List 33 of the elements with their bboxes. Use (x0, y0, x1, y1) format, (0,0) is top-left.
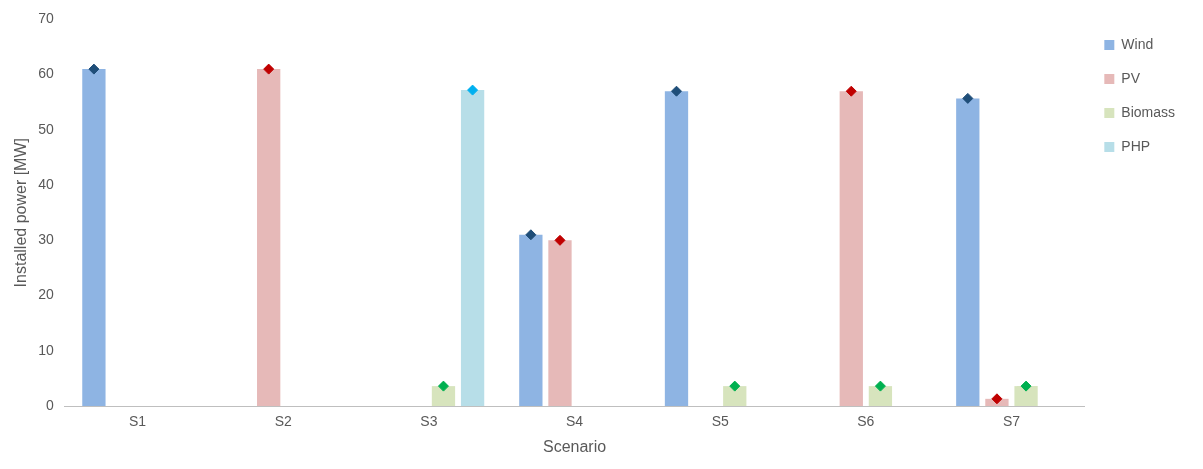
bar (257, 69, 281, 406)
y-tick-label: 40 (38, 175, 54, 192)
x-tick-label: S4 (565, 413, 584, 430)
y-tick-label: 10 (38, 341, 54, 358)
bar (664, 91, 689, 406)
legend-label: Biomass (1121, 103, 1175, 120)
y-tick-label: 0 (45, 396, 54, 413)
bar (956, 98, 980, 406)
x-tick-label: S5 (711, 413, 729, 430)
y-tick-label: 30 (38, 231, 54, 248)
bar (548, 240, 572, 406)
y-axis-title: Installed power [MW] (12, 138, 30, 288)
x-tick-label: S3 (420, 413, 438, 430)
x-tick-label: S2 (274, 413, 293, 430)
y-tick-label: 20 (38, 286, 54, 303)
bar (431, 386, 456, 406)
bar (868, 386, 893, 406)
y-tick-label: 60 (38, 65, 54, 82)
y-tick-label: 50 (38, 120, 54, 137)
legend-label: Wind (1121, 35, 1154, 52)
y-tick-label: 70 (38, 10, 54, 27)
legend-label: PHP (1121, 137, 1151, 154)
bar (82, 69, 106, 406)
x-tick-label: S1 (129, 413, 147, 430)
bar (1014, 386, 1038, 406)
bar (519, 234, 543, 406)
bar (723, 386, 747, 406)
x-axis-title: Scenario (542, 437, 607, 455)
bar (460, 90, 485, 406)
legend-label: PV (1121, 69, 1141, 86)
x-tick-label: S6 (857, 413, 875, 430)
bar (839, 91, 863, 406)
x-tick-label: S7 (1002, 413, 1021, 430)
